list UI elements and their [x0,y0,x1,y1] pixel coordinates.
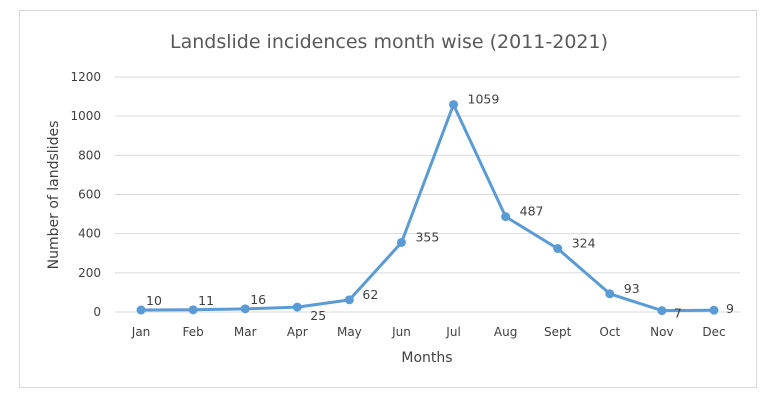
x-tick-label: Mar [234,325,257,339]
y-axis-title: Number of landslides [46,121,62,270]
x-tick-label: Sept [544,325,572,339]
x-tick-label: Feb [183,325,204,339]
data-point [292,302,302,312]
y-tick-label: 1000 [70,109,101,123]
y-tick-label: 1200 [70,70,101,84]
y-tick-label: 0 [93,305,101,319]
data-point [240,304,250,314]
x-tick-label: Aug [494,325,517,339]
y-axis-ticks: 0 200 400 600 800 1000 1200 [70,70,101,319]
data-labels: 10 11 16 25 62 355 1059 487 324 93 7 9 [146,92,734,323]
y-tick-label: 800 [78,148,101,162]
chart-area [19,10,757,388]
data-label: 25 [310,308,326,323]
data-point [188,305,198,315]
data-label: 9 [726,301,734,316]
x-tick-label: Nov [650,325,673,339]
x-axis-ticks: Jan Feb Mar Apr May Jun Jul Aug Sept Oct Nov Dec [131,325,726,339]
data-label: 62 [362,287,378,302]
data-point [136,305,146,315]
data-label: 10 [146,293,162,308]
y-tick-label: 600 [78,188,101,202]
chart-title: Landslide incidences month wise (2011-20… [170,31,608,53]
x-tick-label: Dec [702,325,725,339]
x-tick-label: Apr [287,325,308,339]
x-tick-label: Jun [391,325,411,339]
y-tick-label: 200 [78,266,101,280]
x-tick-label: May [337,325,362,339]
y-tick-label: 400 [78,227,101,241]
data-label: 93 [624,281,640,296]
data-points [136,100,719,316]
gridlines [115,76,740,313]
data-point [449,100,459,110]
data-point [553,244,563,254]
data-point [501,212,511,222]
data-label: 7 [674,306,682,321]
series-line [140,103,715,313]
data-point [344,295,354,305]
data-point [657,306,667,316]
data-point [709,305,719,315]
data-point [396,237,406,247]
x-tick-label: Jul [445,325,460,339]
data-point [605,289,615,299]
x-axis-title: Months [401,350,452,366]
x-tick-label: Jan [131,325,151,339]
data-label: 324 [572,236,596,251]
data-label: 487 [520,204,544,219]
data-label: 11 [198,293,214,308]
data-label: 355 [415,229,439,244]
data-label: 1059 [468,92,500,107]
x-tick-label: Oct [599,325,620,339]
data-label: 16 [250,292,266,307]
